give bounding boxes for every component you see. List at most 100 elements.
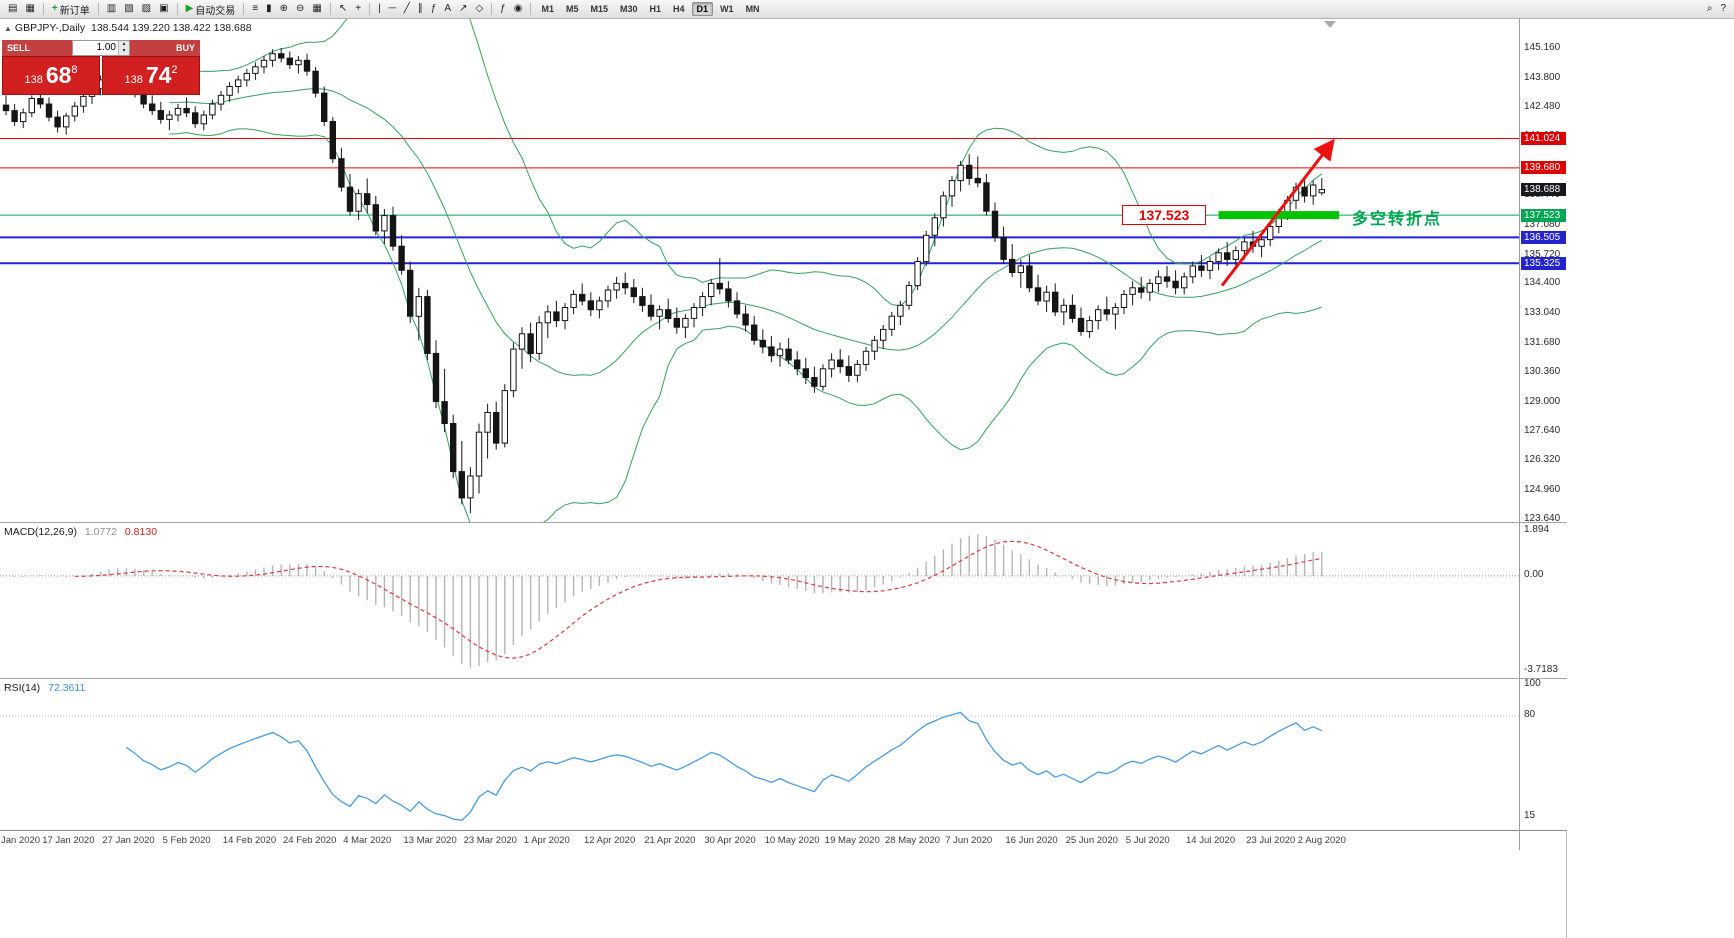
timeframe-M30[interactable]: M30 (620, 4, 638, 14)
date-axis-label: 23 Mar 2020 (463, 835, 517, 846)
main-toolbar: ▤ ▦ + 新订单 ▥ ▧ ▨ ▣ ▶ 自动交易 ≡ ▮ ⊕ ⊖ ▦ ↖ + | ─ ╱ ∥ ƒ A ↗ ◇ ƒ ◉ M1 M5 M15 M… (0, 0, 1734, 19)
chart-shift-marker[interactable] (1324, 21, 1336, 28)
candlestick-chart (0, 19, 1519, 522)
date-axis-label: 25 Jun 2020 (1065, 835, 1118, 846)
zoom-out-icon[interactable]: ⊖ (296, 3, 305, 14)
terminal-icon[interactable]: ▣ (159, 3, 169, 14)
date-axis-label: Jan 2020 (1, 835, 41, 846)
turning-point-annotation[interactable]: 多空转折点 (1352, 211, 1443, 228)
rsi-line (126, 711, 1323, 821)
volume-value[interactable]: 1.00 (96, 42, 116, 53)
sell-price-prefix: 138 (24, 73, 43, 86)
toolbar-separator (530, 3, 532, 15)
volume-stepper[interactable]: 1.00 ▴ ▾ (72, 40, 130, 56)
zoom-in-icon[interactable]: ⊕ (279, 3, 289, 14)
date-axis-label: 23 Jul 2020 (1246, 835, 1296, 846)
date-axis-label: 19 May 2020 (824, 835, 880, 846)
buy-price-prefix: 138 (124, 73, 143, 86)
macd-chart (0, 534, 1519, 668)
date-axis-label: 5 Feb 2020 (162, 835, 211, 846)
date-axis-label: 14 Feb 2020 (222, 835, 277, 846)
autotrading-button[interactable]: ▶ 自动交易 (185, 3, 236, 17)
price-scale-border (1519, 19, 1520, 850)
timeframe-H1[interactable]: H1 (649, 4, 662, 14)
volume-up-icon[interactable]: ▴ (119, 41, 129, 48)
new-chart-icon[interactable]: ▤ (8, 3, 18, 14)
new-order-button[interactable]: + 新订单 (51, 3, 90, 17)
alerts-icon[interactable]: ◉ (513, 3, 523, 14)
trendline-icon[interactable]: ╱ (403, 3, 410, 14)
toolbar-right-group: ⌕? (1703, 2, 1730, 17)
date-axis-label: 24 Feb 2020 (283, 835, 337, 846)
text-tool-icon[interactable]: A (444, 3, 452, 14)
toolbar-separator (243, 3, 245, 15)
bar-chart-icon[interactable]: ≡ (252, 3, 259, 14)
one-click-trading-panel[interactable]: SELL 1.00 ▴ ▾ BUY 138 68 8 138 74 2 (2, 40, 200, 95)
toolbar-separator (97, 3, 99, 15)
turning-point-zone-bar[interactable] (1218, 211, 1339, 220)
market-watch-icon[interactable]: ▥ (106, 3, 117, 14)
rsi-pane[interactable]: RSI(14) 72.3611 (0, 678, 1567, 830)
arrow-tool-icon[interactable]: ↗ (459, 3, 468, 14)
toolbar-left-group: ▤ ▦ + 新订单 ▥ ▧ ▨ ▣ ▶ 自动交易 ≡ ▮ ⊕ ⊖ ▦ ↖ + | ─ ╱ ∥ ƒ A ↗ ◇ ƒ ◉ M1 M5 M15 M… (4, 2, 766, 17)
turning-point-price-label[interactable]: 137.523 (1122, 205, 1206, 225)
macd-pane[interactable]: MACD(12,26,9) 1.0772 0.8130 (0, 522, 1567, 678)
date-axis-label: 7 Jun 2020 (945, 835, 993, 846)
search-icon[interactable]: ⌕ (1706, 3, 1713, 14)
panel-collapse-icon[interactable]: ▲ (4, 24, 12, 33)
timeframe-M1[interactable]: M1 (541, 4, 554, 14)
fibonacci-icon[interactable]: ƒ (430, 3, 437, 14)
bollinger-upper-band[interactable] (169, 19, 1323, 307)
timeframe-MN[interactable]: MN (745, 4, 760, 14)
crosshair-icon[interactable]: + (355, 3, 362, 14)
date-axis-label: 30 Apr 2020 (704, 835, 756, 846)
date-axis-label: 14 Jul 2020 (1186, 835, 1236, 846)
date-axis-label: 5 Jul 2020 (1125, 835, 1170, 846)
date-axis-label: 10 May 2020 (764, 835, 820, 846)
macd-label: MACD(12,26,9) (4, 526, 77, 538)
time-axis[interactable]: Jan 2020 17 Jan 2020 27 Jan 2020 5 Feb 2020… (0, 830, 1567, 850)
vertical-line-icon[interactable]: | (378, 3, 381, 14)
timeframe-M5[interactable]: M5 (565, 4, 579, 14)
sell-label: SELL (2, 40, 72, 56)
date-axis-label: 4 Mar 2020 (343, 835, 392, 846)
macd-histogram (13, 534, 1323, 668)
timeframe-M15[interactable]: M15 (590, 4, 608, 14)
toolbar-separator (329, 3, 331, 15)
buy-price-sup: 2 (171, 64, 178, 76)
tile-windows-icon[interactable]: ▦ (312, 3, 322, 14)
macd-value: 1.0772 (84, 526, 117, 538)
rsi-label-row: RSI(14) 72.3611 (4, 682, 85, 694)
bollinger-middle-band[interactable] (169, 88, 1323, 376)
cursor-icon[interactable]: ↖ (338, 3, 348, 14)
timeframe-W1[interactable]: W1 (720, 4, 734, 14)
buy-price-big: 74 (145, 62, 172, 88)
data-window-icon[interactable]: ▧ (124, 3, 134, 14)
shapes-icon[interactable]: ◇ (475, 3, 484, 14)
sell-price-sup: 8 (71, 64, 78, 76)
timeframe-D1[interactable]: D1 (691, 2, 714, 16)
rsi-label: RSI(14) (4, 682, 41, 694)
candles-layer (2, 48, 1325, 514)
quick-help-icon[interactable]: ? (1720, 3, 1726, 14)
channel-icon[interactable]: ∥ (417, 3, 423, 14)
navigator-icon[interactable]: ▨ (141, 3, 152, 14)
volume-down-icon[interactable]: ▾ (119, 48, 129, 55)
macd-label-row: MACD(12,26,9) 1.0772 0.8130 (4, 526, 157, 538)
rsi-value: 72.3611 (48, 682, 86, 694)
indicators-icon[interactable]: ƒ (500, 3, 506, 14)
candlestick-icon[interactable]: ▮ (266, 3, 272, 14)
horizontal-line-icon[interactable]: ─ (388, 3, 396, 14)
chart-profiles-icon[interactable]: ▦ (25, 3, 35, 14)
timeframe-H4[interactable]: H4 (673, 4, 685, 14)
toolbar-separator (42, 3, 44, 15)
symbol-info-row: ▲ GBPJPY-,Daily 138.544 139.220 138.422 1… (4, 22, 252, 34)
chart-window: ▲ GBPJPY-,Daily 138.544 139.220 138.422 1… (0, 19, 1567, 938)
date-axis-label: 27 Jan 2020 (102, 835, 155, 846)
sell-button[interactable]: 138 68 8 (2, 56, 100, 95)
main-chart-pane[interactable]: ▲ GBPJPY-,Daily 138.544 139.220 138.422 1… (0, 19, 1567, 522)
trend-arrow[interactable] (1220, 138, 1335, 287)
buy-label: BUY (130, 40, 200, 56)
symbol-title: GBPJPY-,Daily (14, 22, 86, 34)
buy-button[interactable]: 138 74 2 (102, 56, 200, 95)
